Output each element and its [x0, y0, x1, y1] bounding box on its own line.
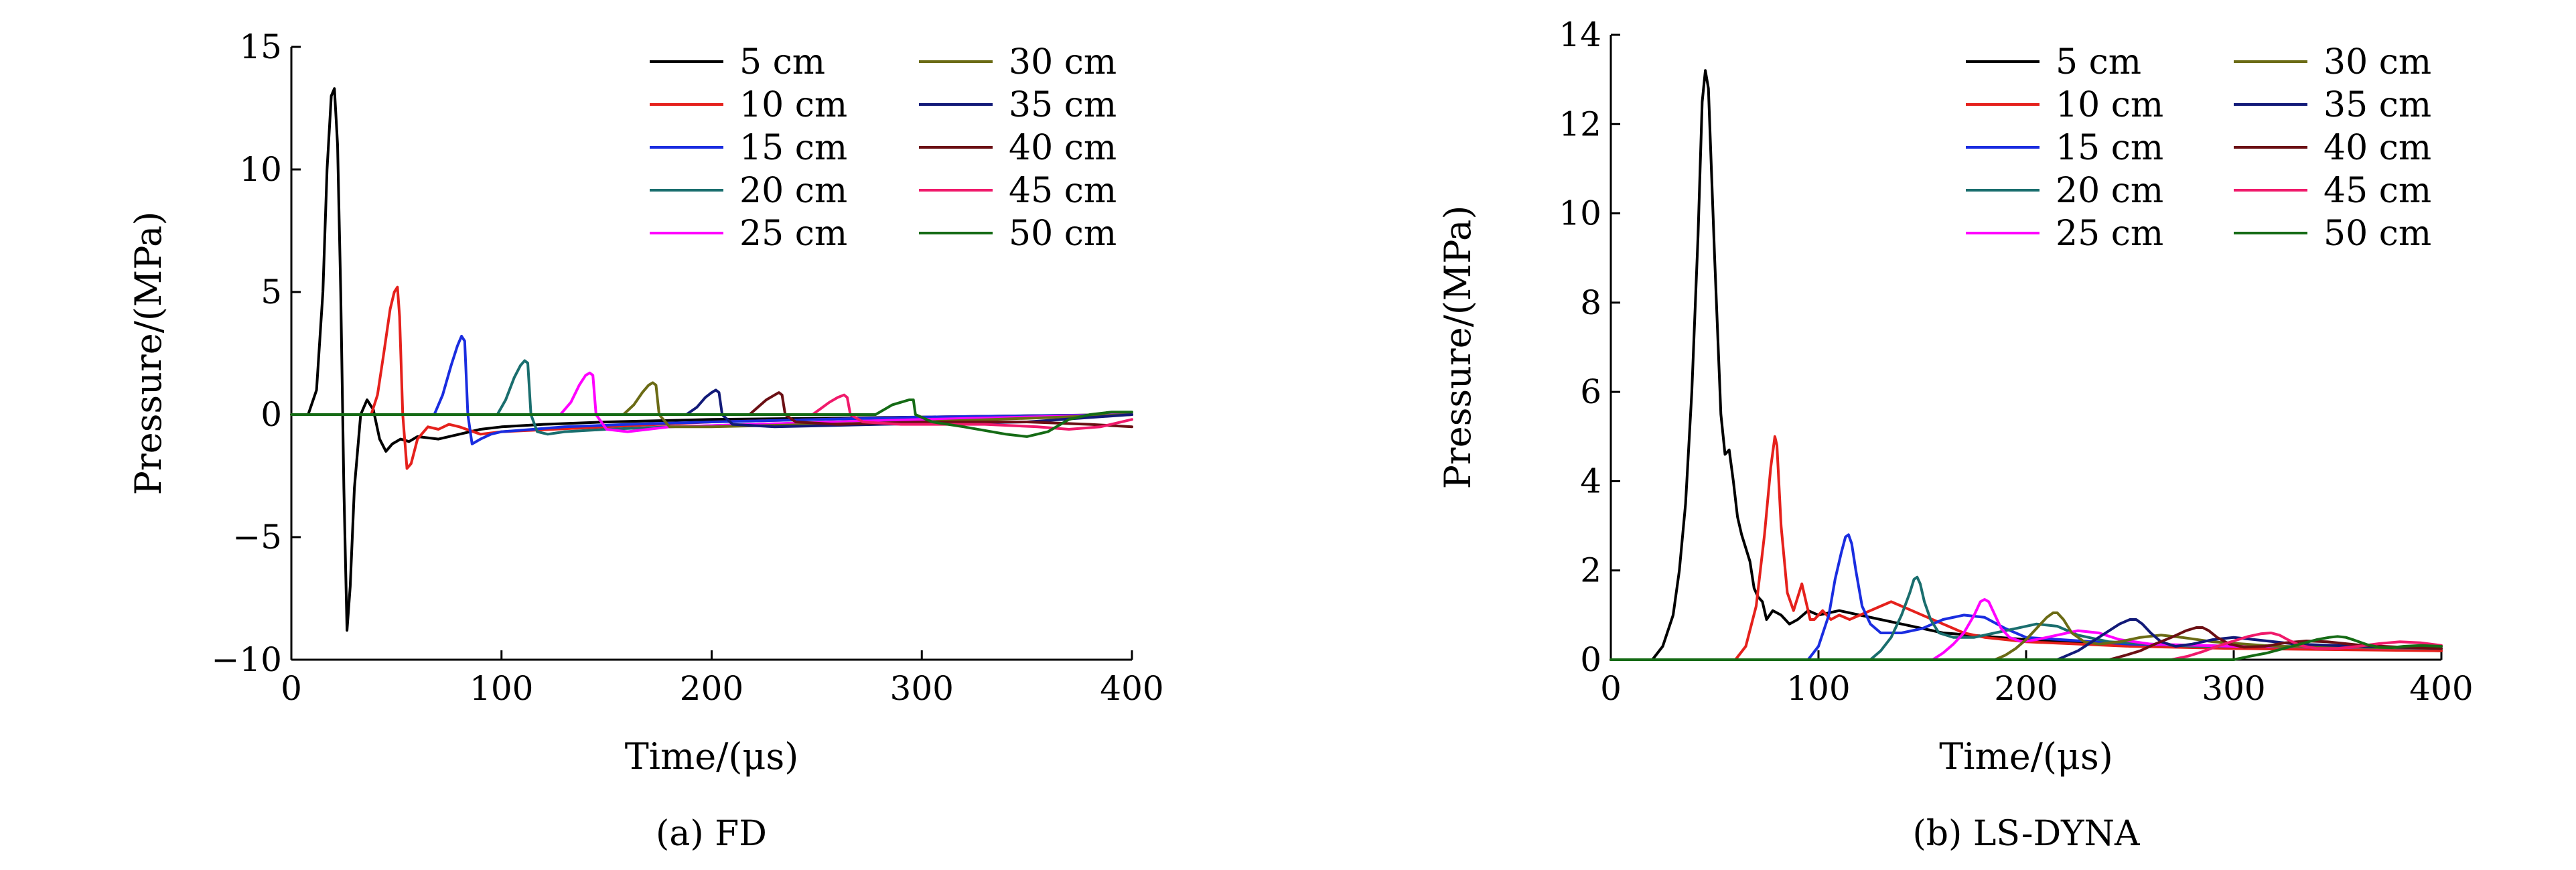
y-axis-title: Pressure/(MPa)	[127, 212, 169, 496]
y-tick-label: −5	[232, 518, 282, 557]
series-line-10-cm	[1609, 435, 2443, 661]
series-line-5-cm	[1609, 69, 2443, 661]
series-line-50-cm	[1609, 635, 2443, 661]
x-tick-label: 200	[1994, 669, 2058, 708]
legend-label: 35 cm	[1009, 85, 1117, 125]
legend-label: 30 cm	[1009, 42, 1117, 82]
legend-label: 45 cm	[1009, 171, 1117, 211]
series-line-20-cm	[1609, 575, 2443, 661]
series-line-40-cm	[1609, 626, 2443, 661]
x-axis-title: Time/(μs)	[1939, 735, 2113, 778]
x-tick-label: 400	[1100, 669, 1163, 708]
series-line-15-cm	[1609, 533, 2443, 661]
x-tick-label: 0	[281, 669, 302, 708]
y-tick-label: 10	[239, 150, 282, 189]
series-line-25-cm	[1609, 598, 2443, 661]
chart-panel-1: 0 2 4 6 8 10 12 14 0 100 200 300 400 Time/(μs) Pressur…	[1437, 15, 2474, 854]
series-line-50-cm	[290, 398, 1133, 438]
y-tick-label: 0	[261, 395, 282, 434]
legend-label: 25 cm	[2056, 214, 2163, 254]
legend-label: 25 cm	[739, 214, 847, 254]
series-line-15-cm	[290, 334, 1133, 445]
y-axis-title: Pressure/(MPa)	[1437, 206, 1479, 490]
legend-label: 40 cm	[1009, 128, 1117, 168]
chart-caption: (a) FD	[656, 814, 767, 854]
y-tick-label: 14	[1559, 15, 1601, 54]
legend-label: 5 cm	[2056, 42, 2141, 82]
x-tick-label: 100	[1786, 669, 1850, 708]
chart-caption: (b) LS-DYNA	[1912, 814, 2141, 854]
x-tick-label: 300	[2202, 669, 2265, 708]
y-tick-label: 0	[1580, 640, 1601, 679]
series-line-40-cm	[290, 391, 1133, 429]
y-tick-label: 4	[1580, 461, 1601, 500]
legend-label: 15 cm	[739, 128, 847, 168]
y-tick-label: −10	[211, 640, 282, 679]
series-line-35-cm	[1609, 618, 2443, 661]
legend-label: 20 cm	[739, 171, 847, 211]
x-tick-label: 300	[890, 669, 954, 708]
y-tick-label: 10	[1559, 194, 1601, 233]
y-tick-label: 12	[1559, 104, 1601, 143]
legend-label: 50 cm	[2323, 214, 2431, 254]
legend-label: 20 cm	[2056, 171, 2163, 211]
legend-label: 10 cm	[739, 85, 847, 125]
x-axis-title: Time/(μs)	[625, 735, 799, 778]
x-tick-label: 0	[1600, 669, 1622, 708]
legend-label: 45 cm	[2323, 171, 2431, 211]
y-tick-label: 2	[1580, 551, 1601, 590]
legend-label: 35 cm	[2323, 85, 2431, 125]
legend-label: 50 cm	[1009, 214, 1117, 254]
y-tick-label: 8	[1580, 283, 1601, 322]
x-tick-label: 400	[2409, 669, 2473, 708]
y-tick-label: 6	[1580, 372, 1601, 411]
series-line-45-cm	[290, 393, 1133, 431]
legend-label: 40 cm	[2323, 128, 2431, 168]
x-tick-label: 200	[680, 669, 743, 708]
y-tick-label: 15	[239, 27, 282, 66]
x-tick-label: 100	[470, 669, 533, 708]
series-line-5-cm	[290, 87, 1133, 632]
legend-label: 5 cm	[739, 42, 825, 82]
legend-label: 15 cm	[2056, 128, 2163, 168]
chart-panel-0: −10 −5 0 5 10 15 0 100 200 300 400 Time/(μs) Pressur…	[127, 27, 1164, 854]
series-line-30-cm	[1609, 611, 2443, 661]
legend-label: 10 cm	[2056, 85, 2163, 125]
y-tick-label: 5	[261, 273, 282, 311]
legend-label: 30 cm	[2323, 42, 2431, 82]
series-line-45-cm	[1609, 632, 2443, 661]
series-line-10-cm	[290, 285, 1133, 470]
